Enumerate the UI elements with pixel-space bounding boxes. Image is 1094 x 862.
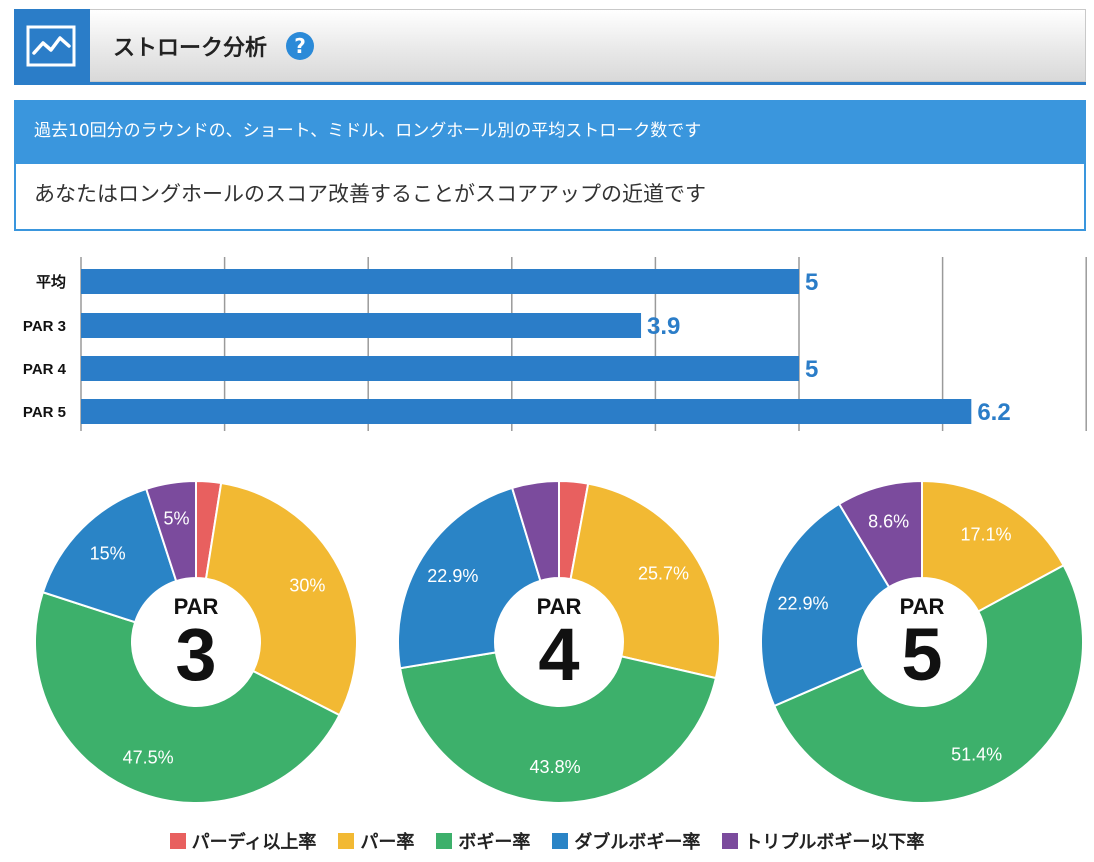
info-panel: 過去10回分のラウンドの、ショート、ミドル、ロングホール別の平均ストローク数です…	[14, 100, 1086, 231]
legend-item: パー率	[338, 828, 414, 854]
bar-category-label: 平均	[36, 273, 66, 291]
bar	[81, 356, 799, 381]
donut-slice	[34, 590, 341, 804]
info-description: 過去10回分のラウンドの、ショート、ミドル、ロングホール別の平均ストローク数です	[16, 102, 1084, 164]
legend-label: トリプルボギー以下率	[744, 832, 925, 853]
legend-swatch	[436, 833, 453, 849]
donut-slice	[837, 479, 923, 589]
page-title: ストローク分析	[113, 36, 268, 61]
legend-swatch	[552, 833, 569, 849]
slice-value-label: 43.8%	[530, 757, 581, 777]
donut-slice	[397, 486, 542, 670]
slice-value-label: 15%	[90, 544, 126, 564]
legend-item: ダブルボギー率	[552, 828, 700, 854]
bar-value-label: 6.2	[977, 399, 1010, 426]
donut-slice	[760, 502, 891, 708]
donut-center-number: 3	[175, 613, 216, 696]
slice-value-label: 22.9%	[427, 566, 478, 586]
donut-slice	[772, 563, 1084, 804]
legend-label: パーディ以上率	[191, 832, 317, 853]
donut-slice	[204, 481, 358, 717]
donut-slice	[510, 479, 560, 583]
legend-label: パー率	[360, 832, 415, 853]
donut-slice	[144, 479, 197, 583]
legend-item: ボギー率	[436, 828, 530, 854]
slice-value-label: 5%	[163, 509, 189, 529]
chart-legend: パーディ以上率 パー率 ボギー率 ダブルボギー率 トリプルボギー以下率	[0, 826, 1094, 856]
bar	[81, 269, 799, 294]
bar-value-label: 3.9	[647, 313, 680, 340]
slice-value-label: 51.4%	[951, 744, 1002, 764]
legend-swatch	[338, 833, 355, 849]
bar-category-label: PAR 4	[23, 361, 67, 378]
slice-value-label: 8.6%	[868, 512, 909, 532]
section-header: ストローク分析 ?	[14, 9, 1086, 82]
donut-center-number: 4	[538, 613, 579, 696]
line-chart-icon	[26, 25, 76, 67]
legend-item: パーディ以上率	[169, 828, 317, 854]
slice-value-label: 25.7%	[638, 563, 689, 583]
bar-value-label: 5	[805, 356, 818, 383]
slice-value-label: 17.1%	[960, 525, 1011, 545]
info-advice: あなたはロングホールのスコア改善することがスコアアップの近道です	[34, 182, 706, 206]
legend-label: ダブルボギー率	[574, 832, 701, 853]
bar-category-label: PAR 5	[23, 404, 66, 421]
donut-center-label: PAR	[900, 594, 945, 619]
legend-swatch	[169, 833, 186, 849]
header-icon-box	[14, 9, 90, 82]
bar-value-label: 5	[805, 269, 818, 296]
bar	[81, 313, 642, 338]
bar	[81, 399, 972, 424]
stroke-bar-chart: 平均 5 PAR 3 3.9 PAR 4 5 PAR 5 6.2	[23, 257, 1087, 431]
slice-value-label: 47.5%	[123, 747, 174, 767]
bar-category-label: PAR 3	[23, 318, 66, 335]
legend-label: ボギー率	[458, 832, 531, 853]
donut-center-number: 5	[901, 613, 942, 696]
question-circle-icon[interactable]: ?	[286, 32, 314, 60]
donut-center-label: PAR	[537, 594, 582, 619]
donut-slice	[569, 482, 721, 680]
slice-value-label: 30%	[289, 575, 325, 595]
donut-center-label: PAR	[174, 594, 219, 619]
legend-swatch	[722, 833, 739, 849]
slice-value-label: 22.9%	[777, 594, 828, 614]
donut-slice	[921, 479, 1065, 613]
legend-item: トリプルボギー以下率	[722, 828, 924, 854]
donut-slice	[398, 651, 718, 804]
donut-slice	[41, 487, 178, 624]
